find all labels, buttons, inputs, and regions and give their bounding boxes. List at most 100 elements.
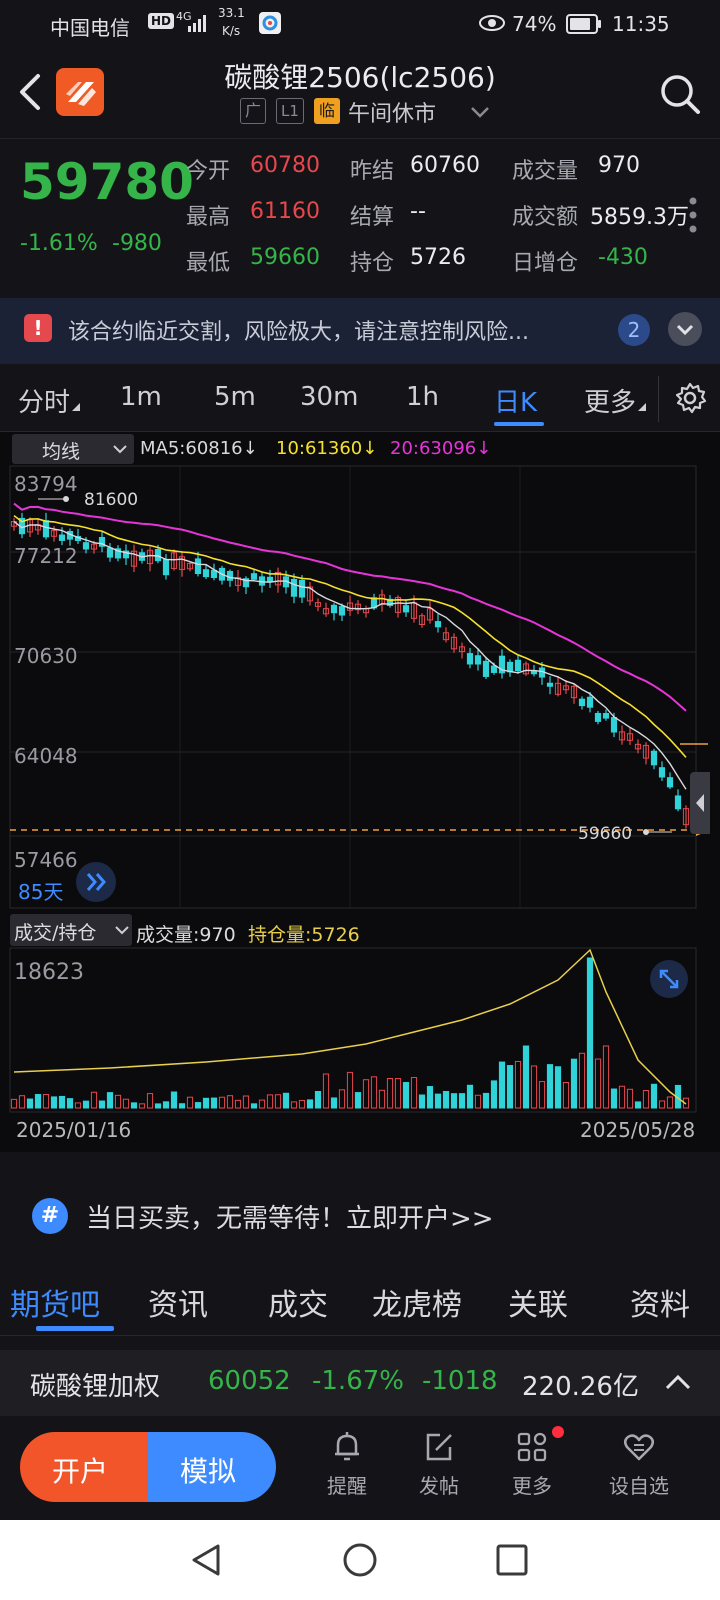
candle-body <box>402 605 410 613</box>
tab-forum[interactable]: 期货吧 <box>10 1288 100 1323</box>
risk-warning-banner[interactable]: ! 该合约临近交割，风险极大，请注意控制风险... 2 <box>0 298 720 364</box>
ma5-line <box>13 521 687 790</box>
change-percent: -1.61% <box>20 231 98 256</box>
recents-nav-icon[interactable] <box>492 1540 532 1580</box>
candle-body <box>170 552 178 569</box>
volume-bar <box>666 1096 674 1109</box>
more-dots-button[interactable] <box>686 195 700 235</box>
exchange-badge: 广 <box>240 98 266 124</box>
ma10-line <box>13 514 687 758</box>
period-tab-more[interactable]: 更多 <box>584 382 647 419</box>
volume-bar <box>682 1097 690 1109</box>
low-label: 最低 <box>186 251 231 276</box>
search-icon <box>661 75 700 114</box>
candle-body <box>122 550 130 559</box>
alert-action[interactable]: 提醒 <box>307 1430 387 1499</box>
candle-body <box>586 696 594 708</box>
max-marker-dot <box>63 496 69 502</box>
search-button[interactable] <box>656 70 704 118</box>
grid-icon <box>517 1432 547 1462</box>
session-status[interactable]: 午间休市 <box>348 102 437 127</box>
period-tab-intraday[interactable]: 分时 <box>18 382 81 419</box>
tab-trades[interactable]: 成交 <box>268 1288 328 1323</box>
price-tick: 57466 <box>14 848 78 872</box>
volume-bar <box>570 1058 578 1109</box>
index-amount: 220.26亿 <box>522 1372 639 1402</box>
volume-bar <box>26 1098 34 1109</box>
period-tab-daily[interactable]: 日K <box>494 388 538 418</box>
add-watchlist-action[interactable]: 设自选 <box>584 1430 694 1499</box>
volume-selector[interactable]: 成交/持仓 <box>10 914 132 946</box>
double-chevron-right-icon <box>86 873 106 891</box>
tab-news[interactable]: 资讯 <box>148 1288 208 1323</box>
bell-icon <box>335 1432 359 1461</box>
volume-bar <box>514 1060 522 1109</box>
tab-rankings[interactable]: 龙虎榜 <box>372 1288 462 1323</box>
chevron-up-icon[interactable] <box>664 1372 692 1392</box>
candle-body <box>274 571 282 586</box>
back-nav-icon[interactable] <box>186 1540 226 1580</box>
gear-icon <box>675 382 707 414</box>
more-action[interactable]: 更多 <box>492 1430 572 1499</box>
period-tab-1h[interactable]: 1h <box>406 382 440 412</box>
quote-panel: 59780 -1.61% -980 今开 60780 昨结 60760 成交量 … <box>0 138 720 294</box>
volume-bar <box>218 1096 226 1109</box>
volume-bar <box>202 1097 210 1109</box>
volume-bar <box>322 1073 330 1109</box>
indicator-selector[interactable]: 均线 <box>12 434 134 464</box>
ma20-line <box>13 502 687 712</box>
candle-body <box>354 603 362 611</box>
home-nav-icon[interactable] <box>340 1540 380 1580</box>
index-change-percent: -1.67% <box>312 1366 404 1396</box>
warning-expand-button[interactable] <box>668 312 702 346</box>
simulate-button[interactable]: 模拟 <box>148 1432 276 1502</box>
price-tick: 77212 <box>14 544 78 568</box>
candle-body <box>458 646 466 653</box>
open-account-promo[interactable]: # 当日买卖，无需等待！立即开户>> <box>0 1170 720 1262</box>
volume-bar <box>250 1103 258 1109</box>
scroll-forward-button[interactable] <box>76 862 116 902</box>
post-action[interactable]: 发帖 <box>399 1430 479 1499</box>
volume-bar <box>138 1103 146 1109</box>
chevron-left-icon <box>696 794 704 812</box>
candle-body <box>114 548 122 559</box>
chevron-down-icon[interactable] <box>470 106 490 120</box>
logo-icon <box>66 82 96 106</box>
tab-profile[interactable]: 资料 <box>630 1288 690 1323</box>
candle-body <box>442 632 450 641</box>
candle-body <box>194 558 202 575</box>
volume-bar <box>378 1089 386 1109</box>
kline-chart-area[interactable]: 均线 MA5:60816↓ 10:61360↓ 20:63096↓ 83794 … <box>0 432 720 1152</box>
volume-bar <box>434 1093 442 1109</box>
volume-bar <box>234 1099 242 1109</box>
indicator-label: 均线 <box>42 441 81 463</box>
clock-label: 11:35 <box>612 12 670 36</box>
back-button[interactable] <box>14 70 50 114</box>
index-quote-bar[interactable]: 碳酸锂加权 60052 -1.67% -1018 220.26亿 <box>0 1350 720 1416</box>
fullscreen-button[interactable] <box>650 960 688 998</box>
candle-body <box>202 569 210 578</box>
period-tab-30m[interactable]: 30m <box>300 382 359 412</box>
open-account-label: 开户 <box>52 1455 109 1488</box>
volume-bar <box>458 1093 466 1109</box>
chart-settings-button[interactable] <box>672 380 708 416</box>
volume-bar <box>338 1089 346 1109</box>
side-panel-handle[interactable] <box>690 772 710 834</box>
candle-body <box>426 608 434 621</box>
candle-body <box>162 558 170 576</box>
oi-change-label: 日增仓 <box>512 251 579 276</box>
volume-bar <box>314 1091 322 1109</box>
volume-bar <box>290 1101 298 1109</box>
candle-body <box>50 530 58 537</box>
post-action-label: 发帖 <box>419 1474 459 1498</box>
volume-bar <box>538 1081 546 1109</box>
kline-chart[interactable] <box>0 432 720 1152</box>
volume-bar <box>306 1099 314 1109</box>
open-account-button[interactable]: 开户 <box>20 1432 148 1502</box>
chevron-down-icon <box>676 324 694 336</box>
volume-bar <box>58 1095 66 1109</box>
period-tab-1m[interactable]: 1m <box>120 382 162 412</box>
tab-related[interactable]: 关联 <box>508 1288 568 1323</box>
candle-body <box>394 596 402 613</box>
period-tab-5m[interactable]: 5m <box>214 382 256 412</box>
